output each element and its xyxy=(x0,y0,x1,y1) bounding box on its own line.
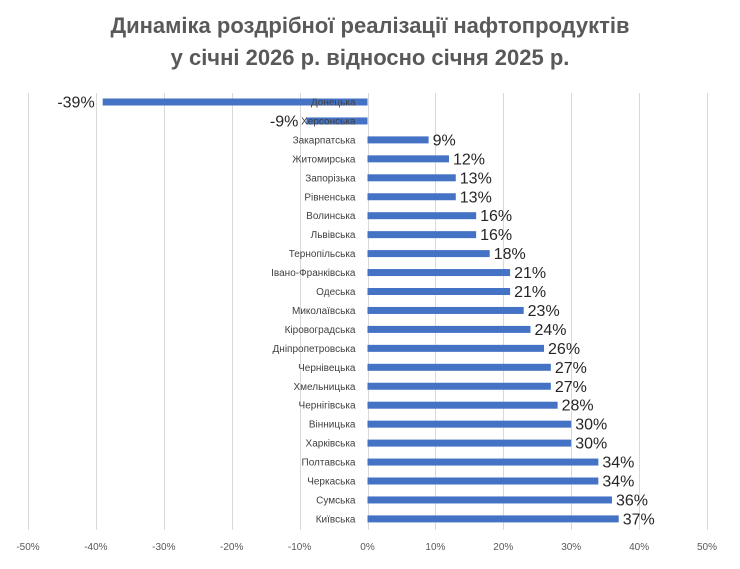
data-label: 34% xyxy=(602,474,634,491)
x-tick-label: -50% xyxy=(16,542,39,553)
data-label: 27% xyxy=(555,379,587,396)
category-label: Черкаська xyxy=(307,477,356,488)
data-label: 34% xyxy=(602,455,634,472)
bar xyxy=(367,231,477,239)
chart-title-line-1: Динаміка роздрібної реалізації нафтопрод… xyxy=(110,13,630,38)
bar xyxy=(367,401,558,409)
category-label: Чернігівська xyxy=(299,401,356,412)
data-label: 26% xyxy=(548,341,580,358)
data-label: 13% xyxy=(460,170,492,187)
bar xyxy=(367,363,551,371)
bar xyxy=(306,117,368,125)
category-label: Херсонська xyxy=(301,116,356,127)
category-label: Тернопільська xyxy=(289,249,356,260)
bar xyxy=(367,136,429,144)
bar xyxy=(367,420,572,428)
bar xyxy=(367,288,511,295)
data-label: 12% xyxy=(453,151,485,168)
bar xyxy=(367,458,599,466)
x-tick-label: -40% xyxy=(84,542,107,553)
category-label: Івано-Франківська xyxy=(271,268,356,279)
x-tick-label: -20% xyxy=(220,542,243,553)
bars xyxy=(102,98,619,523)
data-label: -9% xyxy=(270,113,298,130)
category-label: Волинська xyxy=(306,211,356,222)
category-label: Харківська xyxy=(306,439,356,450)
category-label: Хмельницька xyxy=(293,382,355,393)
data-label: 18% xyxy=(494,246,526,263)
category-label: Закарпатська xyxy=(293,135,356,146)
data-label: 37% xyxy=(623,511,655,528)
x-tick-label: 20% xyxy=(493,542,513,553)
data-label: 27% xyxy=(555,360,587,377)
data-label: 21% xyxy=(514,284,546,301)
category-label: Рівненська xyxy=(304,192,356,203)
category-labels: Донецька Херсонська Закарпатська Житомирськ… xyxy=(271,98,356,526)
category-label: Полтавська xyxy=(302,458,356,469)
data-label: 36% xyxy=(616,492,648,509)
data-label: -39% xyxy=(57,95,94,112)
x-tick-label: -10% xyxy=(288,542,311,553)
data-label: 16% xyxy=(480,208,512,225)
data-label: 21% xyxy=(514,265,546,282)
bar xyxy=(367,306,524,314)
bar xyxy=(367,515,619,523)
bar xyxy=(367,269,511,277)
category-label: Київська xyxy=(316,514,356,525)
x-tick-label: 0% xyxy=(360,542,375,553)
bar xyxy=(367,325,531,333)
category-label: Сумська xyxy=(316,495,356,506)
x-tick-label: 50% xyxy=(697,542,717,553)
bar xyxy=(367,496,612,504)
bar xyxy=(367,250,490,258)
x-tick-label: -30% xyxy=(152,542,175,553)
x-tick-label: 30% xyxy=(561,542,581,553)
category-label: Вінницька xyxy=(309,420,356,431)
category-label: Львівська xyxy=(311,230,356,241)
data-label: 13% xyxy=(460,189,492,206)
data-label: 16% xyxy=(480,227,512,244)
category-label: Чернівецька xyxy=(298,363,356,374)
category-label: Дніпропетровська xyxy=(273,344,356,355)
bar xyxy=(367,344,545,352)
category-label: Житомирська xyxy=(292,154,356,165)
bar xyxy=(367,382,551,390)
data-labels: -39% -9% 9% 12% 13% 13% 16% 16% 18% 21% 21% 23% 24% 2… xyxy=(57,95,654,529)
chart-title-line-2: у січні 2026 р. відносно січня 2025 р. xyxy=(170,45,570,70)
data-label: 28% xyxy=(562,398,594,415)
category-label: Кіровоградська xyxy=(285,325,356,336)
bar xyxy=(102,98,368,106)
chart-title: Динаміка роздрібної реалізації нафтопрод… xyxy=(0,10,740,74)
x-axis-tick-labels: -50% -40% -30% -20% -10% 0% 10% 20% 30% 40% 50% xyxy=(16,542,717,553)
bar xyxy=(367,174,456,182)
category-label: Миколаївська xyxy=(292,306,356,317)
bar xyxy=(367,193,456,201)
x-tick-label: 10% xyxy=(425,542,445,553)
data-label: 30% xyxy=(575,436,607,453)
bar xyxy=(367,477,599,485)
bar xyxy=(367,212,477,220)
data-label: 24% xyxy=(534,322,566,339)
data-label: 23% xyxy=(528,303,560,320)
bar xyxy=(367,155,449,163)
data-label: 9% xyxy=(433,132,456,149)
data-label: 30% xyxy=(575,417,607,434)
category-label: Запорізька xyxy=(305,173,356,184)
x-tick-label: 40% xyxy=(629,542,649,553)
category-label: Одеська xyxy=(316,287,356,298)
bar xyxy=(367,439,572,447)
category-label: Донецька xyxy=(311,98,356,109)
